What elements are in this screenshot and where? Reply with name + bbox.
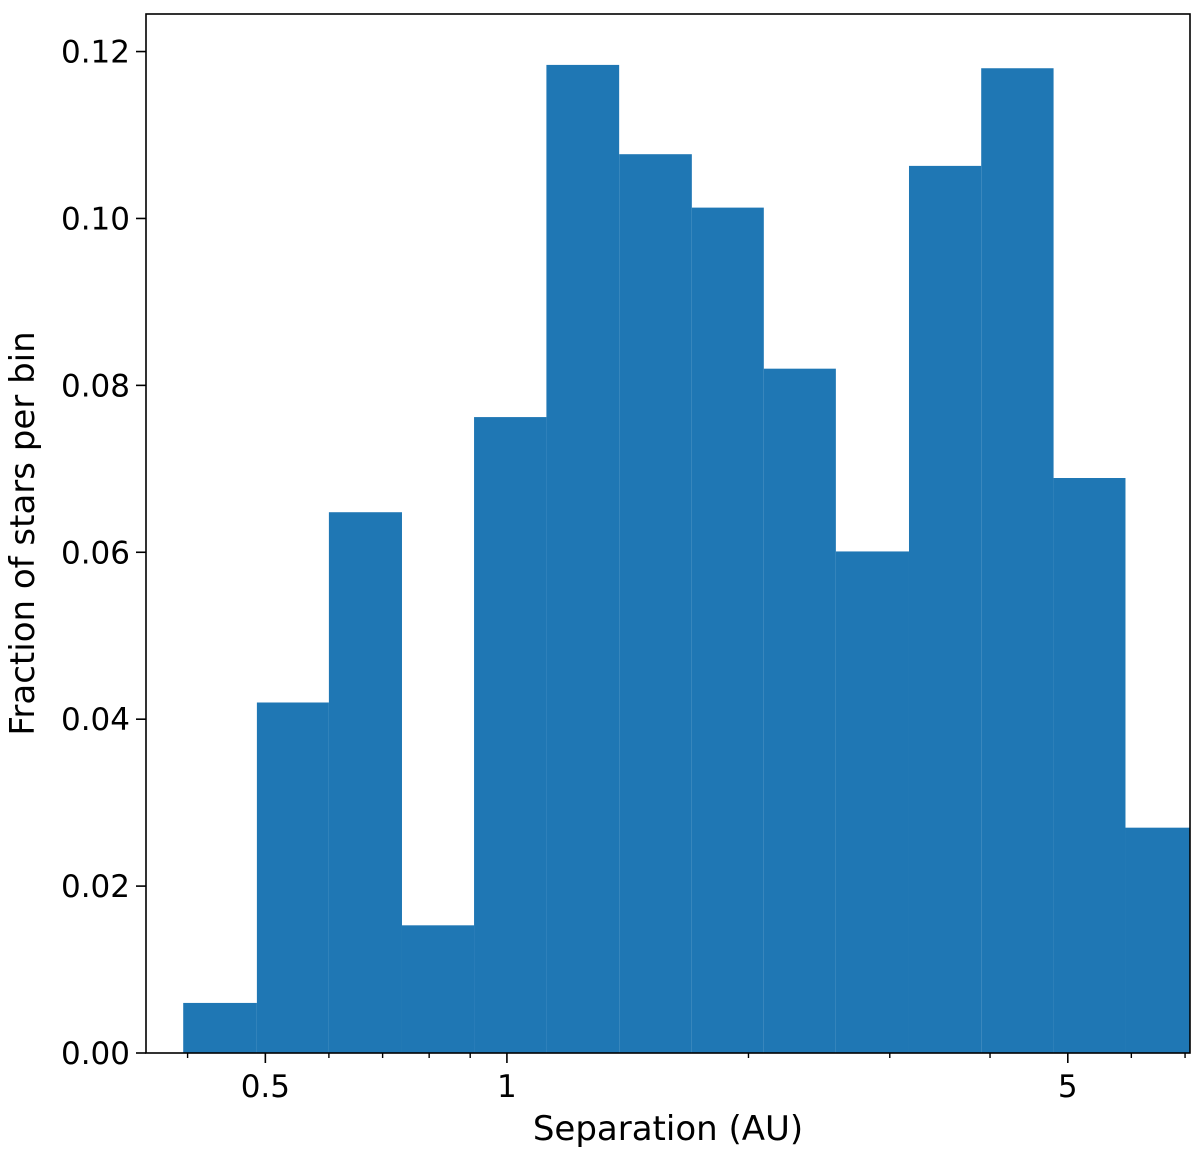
histogram-bar-8 xyxy=(691,207,764,1053)
x-tick-label: 1 xyxy=(497,1069,517,1105)
y-tick-label: 0.08 xyxy=(61,368,130,404)
y-axis-title: Fraction of stars per bin xyxy=(3,331,43,735)
histogram-bar-9 xyxy=(763,368,836,1053)
y-tick-label: 0.00 xyxy=(61,1036,130,1072)
x-tick-label: 5 xyxy=(1058,1069,1078,1105)
histogram-bar-10 xyxy=(835,551,909,1053)
histogram-bar-2 xyxy=(256,702,329,1053)
histogram-bar-12 xyxy=(981,68,1054,1053)
histogram-bar-7 xyxy=(619,154,692,1053)
histogram-bar-3 xyxy=(328,512,402,1053)
y-tick-label: 0.04 xyxy=(61,702,130,738)
histogram-bar-14 xyxy=(1125,827,1190,1053)
x-axis-title: Separation (AU) xyxy=(533,1109,803,1149)
histogram-bar-4 xyxy=(401,925,475,1053)
histogram-bars xyxy=(183,64,1190,1053)
y-tick-label: 0.06 xyxy=(61,535,130,571)
y-tick-label: 0.10 xyxy=(61,201,130,237)
y-tick-label: 0.02 xyxy=(61,869,130,905)
y-axis: 0.00 0.02 0.04 0.06 0.08 0.10 0.12 xyxy=(61,35,146,1072)
histogram-bar-11 xyxy=(908,165,982,1053)
histogram-bar-5 xyxy=(474,417,547,1053)
x-tick-label: 0.5 xyxy=(241,1069,290,1105)
y-tick-label: 0.12 xyxy=(61,35,130,71)
histogram-bar-6 xyxy=(546,64,620,1053)
plot-frame xyxy=(145,13,1191,1054)
histogram-bar-1 xyxy=(183,1002,257,1053)
x-axis: 0.5 1 5 xyxy=(186,1053,1186,1105)
histogram-bar-13 xyxy=(1053,478,1126,1053)
